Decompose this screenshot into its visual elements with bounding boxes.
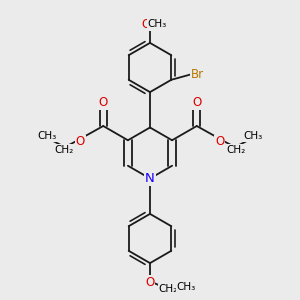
Text: O: O (99, 96, 108, 109)
Text: CH₃: CH₃ (244, 131, 263, 141)
Text: N: N (145, 172, 155, 185)
Text: CH₂: CH₂ (54, 145, 74, 155)
Text: CH₃: CH₃ (148, 19, 167, 29)
Text: O: O (142, 18, 151, 31)
Text: O: O (76, 135, 85, 148)
Text: Br: Br (191, 68, 204, 81)
Text: CH₂: CH₂ (226, 145, 246, 155)
Text: CH₂: CH₂ (158, 284, 178, 294)
Text: O: O (192, 96, 201, 109)
Text: CH₃: CH₃ (176, 282, 195, 292)
Text: O: O (215, 135, 224, 148)
Text: CH₃: CH₃ (37, 131, 56, 141)
Text: O: O (146, 276, 154, 289)
